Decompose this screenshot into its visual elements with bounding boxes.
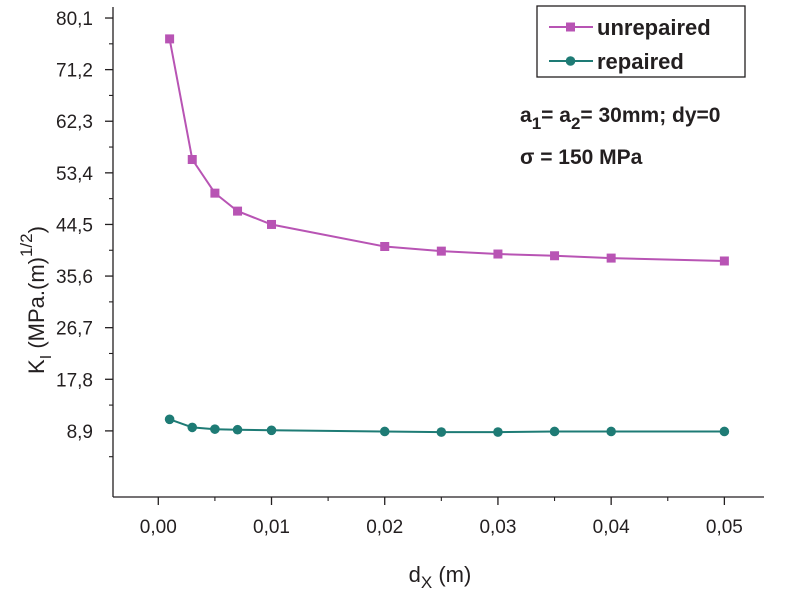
x-tick-label: 0,00 bbox=[140, 517, 177, 538]
data-point-repaired bbox=[164, 414, 175, 425]
y-tick-label: 26,7 bbox=[56, 319, 93, 340]
x-ticks: 0,00 0,01 0,02 0,03 0,04 0,05 bbox=[140, 497, 743, 538]
data-point-repaired bbox=[210, 424, 220, 434]
data-point-unrepaired bbox=[210, 188, 220, 198]
annotation-sub1: 1 bbox=[532, 114, 541, 133]
legend-item-repaired: repaired bbox=[549, 49, 684, 74]
y-tick-label: 17,8 bbox=[56, 370, 93, 391]
data-point-repaired bbox=[549, 426, 560, 437]
series-layer bbox=[164, 34, 730, 437]
y-ticks: 8,9 17,8 26,7 35,6 44,5 53,4 62,3 71,2 80,1 bbox=[56, 9, 113, 458]
y-axis-title: KI (MPa.(m)1/2) bbox=[17, 226, 55, 374]
data-point-unrepaired bbox=[493, 249, 503, 259]
y-tick-label: 8,9 bbox=[67, 422, 93, 443]
y-tick-label: 62,3 bbox=[56, 112, 93, 133]
annotation-stress: σ = 150 MPa bbox=[520, 146, 643, 169]
data-point-unrepaired bbox=[233, 206, 243, 216]
annotation-sub2: 2 bbox=[571, 114, 580, 133]
y-title-sup: 1/2 bbox=[17, 233, 36, 257]
y-title-close: ) bbox=[24, 226, 49, 233]
legend-label-repaired: repaired bbox=[597, 49, 684, 74]
x-tick-label: 0,05 bbox=[706, 517, 743, 538]
data-point-repaired bbox=[266, 425, 277, 436]
data-point-unrepaired bbox=[436, 246, 446, 256]
data-point-repaired bbox=[379, 426, 390, 437]
data-point-unrepaired bbox=[550, 251, 560, 261]
annotation-rest: = 30mm; dy=0 bbox=[580, 104, 720, 127]
y-title-sub: I bbox=[38, 355, 55, 359]
y-tick-label: 53,4 bbox=[56, 164, 93, 185]
legend-marker-repaired bbox=[565, 56, 576, 66]
data-point-unrepaired bbox=[719, 256, 729, 266]
x-title-main: d bbox=[409, 562, 421, 587]
legend: unrepaired repaired bbox=[536, 5, 746, 78]
x-title-unit: (m) bbox=[438, 562, 471, 587]
data-point-unrepaired bbox=[380, 241, 390, 251]
axes bbox=[112, 7, 764, 498]
y-tick-label: 44,5 bbox=[56, 215, 93, 236]
data-point-repaired bbox=[606, 426, 616, 437]
data-point-unrepaired bbox=[606, 253, 616, 263]
annotation-geometry: a1= a2= 30mm; dy=0 bbox=[520, 104, 721, 133]
data-point-unrepaired bbox=[165, 34, 175, 44]
annotation-a1: a bbox=[520, 104, 532, 127]
y-tick-label: 80,1 bbox=[56, 9, 93, 30]
data-point-repaired bbox=[493, 427, 503, 437]
data-point-repaired bbox=[719, 426, 730, 437]
data-point-unrepaired bbox=[267, 219, 277, 229]
y-title-main: K bbox=[24, 359, 49, 374]
y-tick-label: 71,2 bbox=[56, 61, 93, 82]
x-title-sub: X bbox=[421, 573, 432, 591]
data-point-repaired bbox=[232, 424, 243, 435]
x-axis-title: dX (m) bbox=[409, 562, 472, 591]
x-tick-label: 0,02 bbox=[366, 517, 403, 538]
y-title-unit: (MPa.(m) bbox=[24, 257, 49, 349]
annotation-a2: = a bbox=[541, 104, 571, 127]
data-point-unrepaired bbox=[187, 155, 197, 165]
x-tick-label: 0,04 bbox=[593, 517, 630, 538]
y-tick-label: 35,6 bbox=[56, 267, 93, 288]
x-tick-label: 0,03 bbox=[479, 517, 516, 538]
legend-label-unrepaired: unrepaired bbox=[597, 15, 711, 40]
legend-item-unrepaired: unrepaired bbox=[549, 15, 711, 40]
data-point-repaired bbox=[436, 427, 447, 437]
data-point-repaired bbox=[187, 422, 198, 433]
x-tick-label: 0,01 bbox=[253, 517, 290, 538]
series-line-repaired bbox=[169, 418, 725, 434]
legend-marker-unrepaired bbox=[566, 22, 575, 32]
